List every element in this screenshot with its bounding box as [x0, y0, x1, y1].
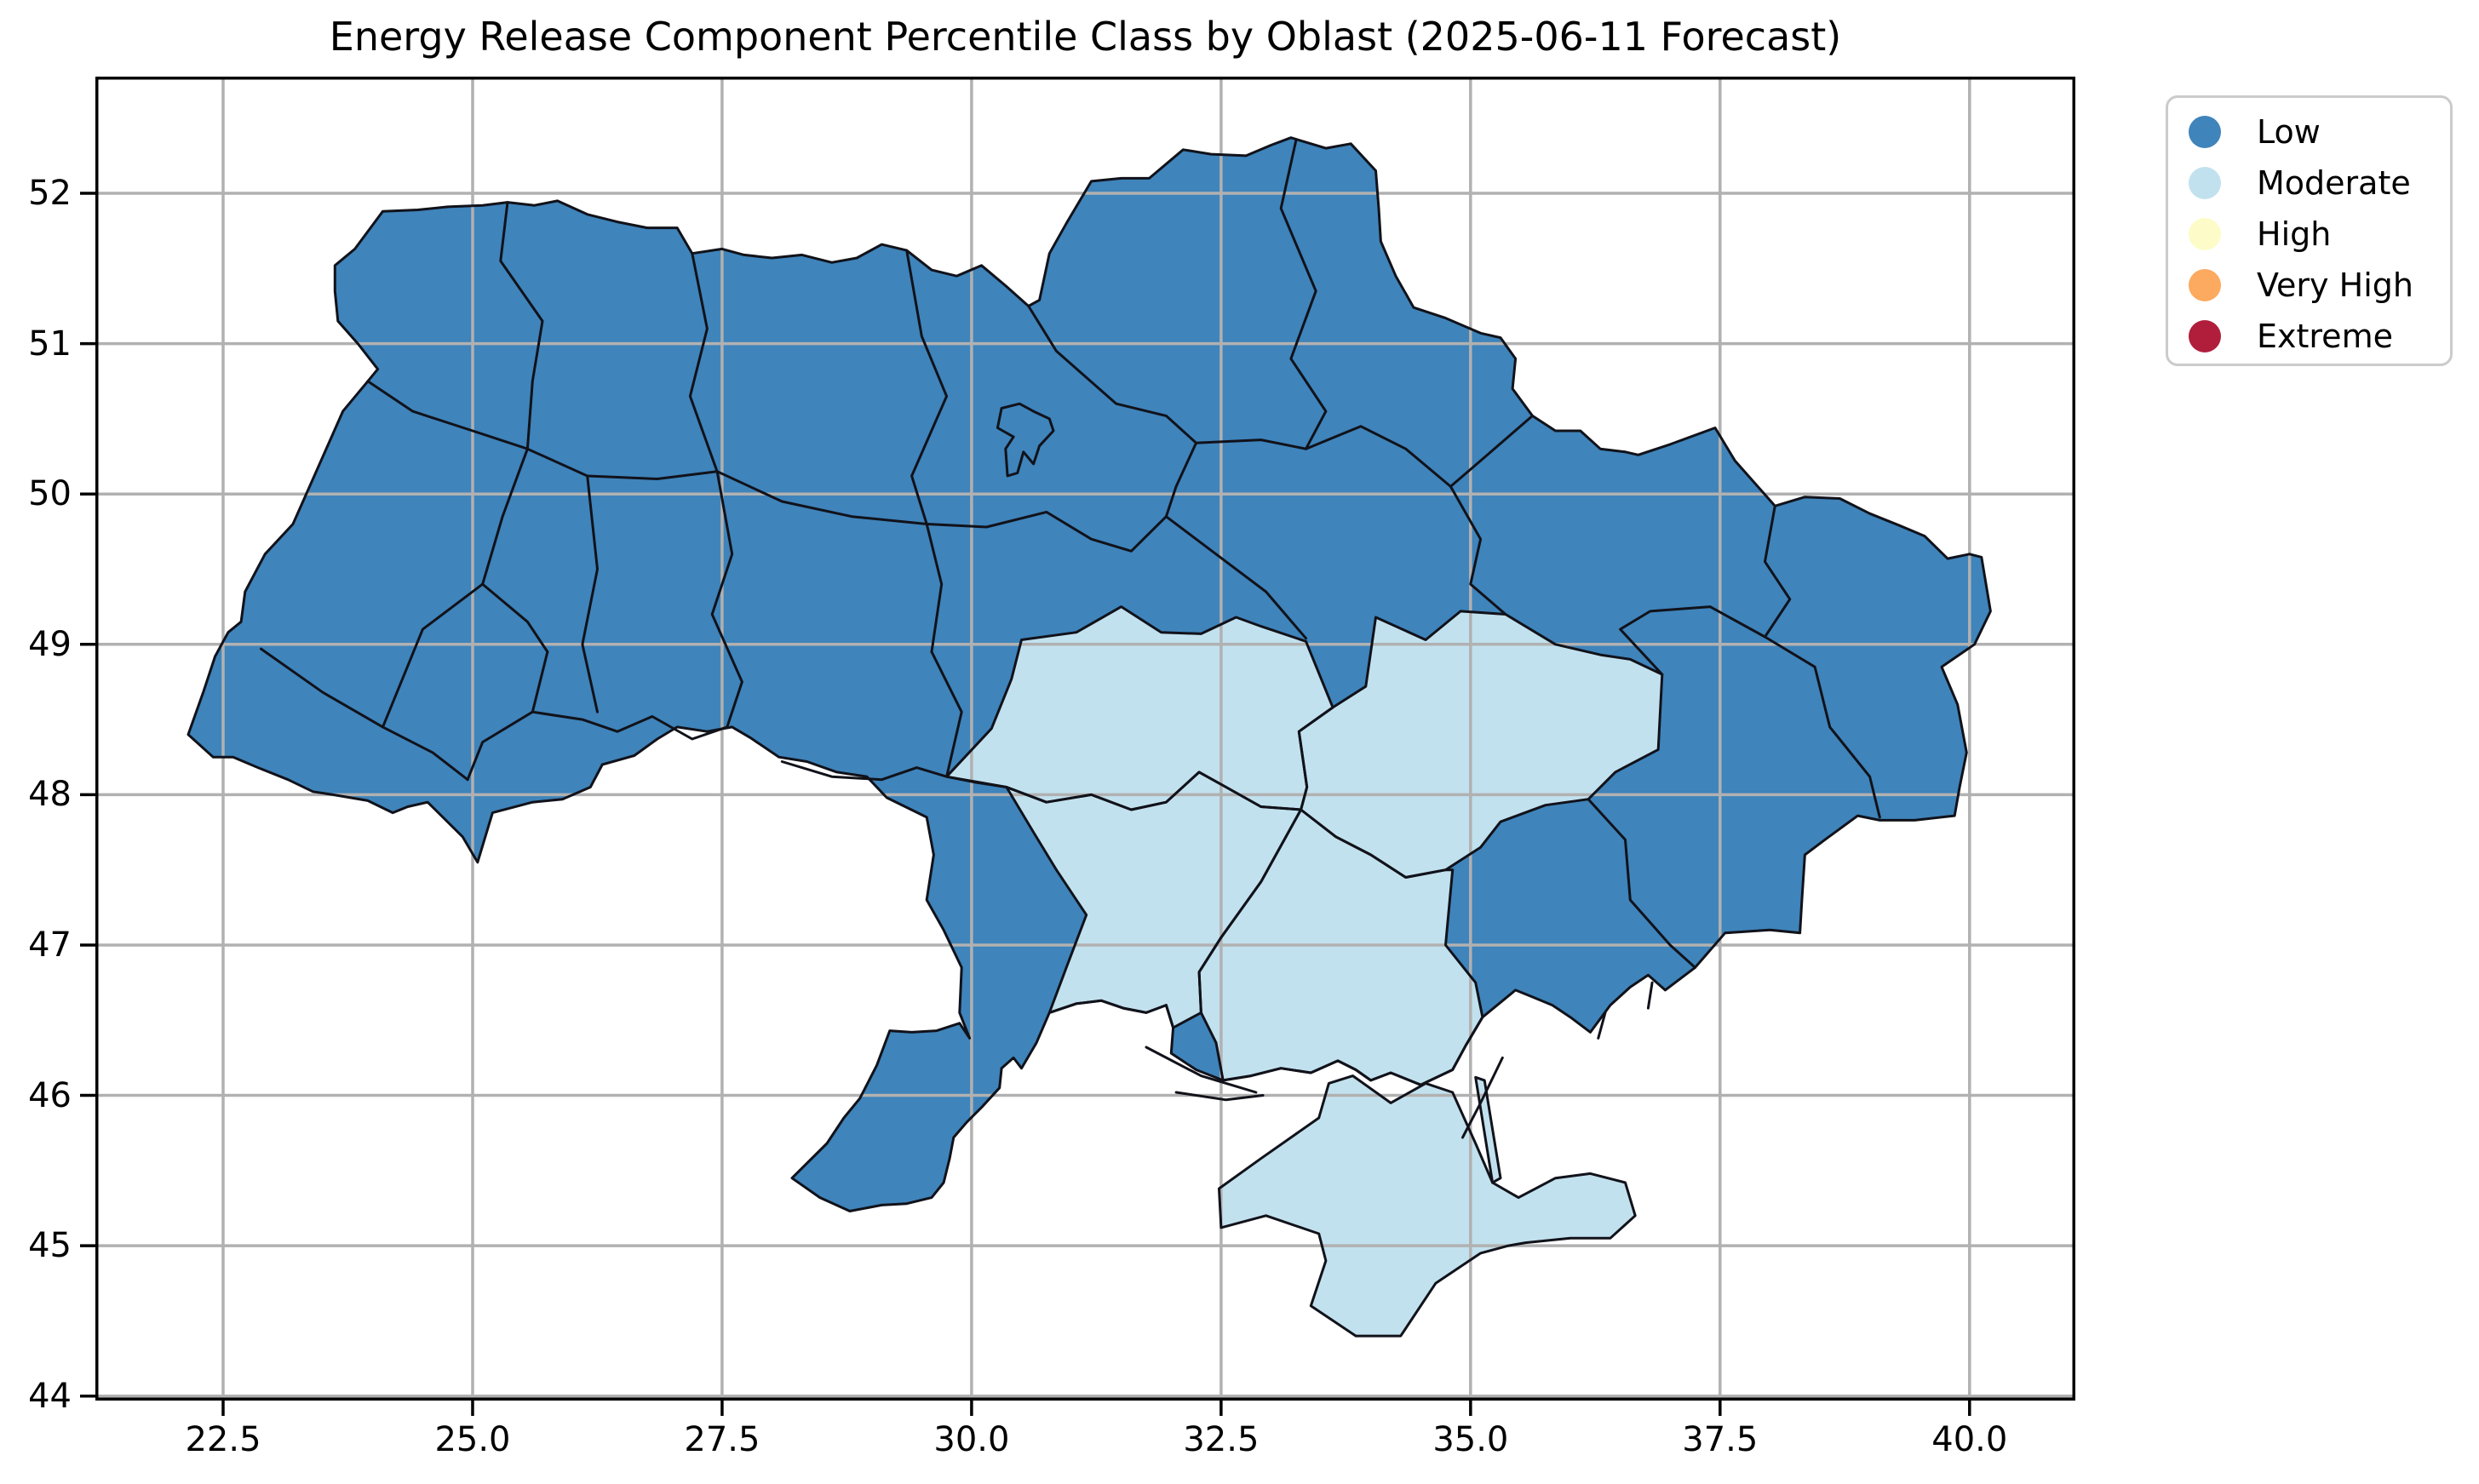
coastal-spit-3 [1646, 981, 1654, 1010]
y-tick-label-44: 44 [28, 1376, 72, 1416]
y-tick-label-47: 47 [28, 925, 72, 965]
legend-item-very-high: Very High [2189, 260, 2450, 311]
x-tick-label-22.5: 22.5 [185, 1420, 261, 1459]
oblast-border-1 [366, 380, 529, 450]
oblast-border-30 [1587, 798, 1696, 969]
oblast-border-13 [710, 470, 743, 729]
coastal-spit-0 [1145, 1046, 1258, 1094]
y-tick-label-50: 50 [28, 474, 72, 514]
oblast-border-22 [925, 523, 944, 654]
region-mykolaiv [1006, 771, 1301, 1028]
x-tick-label-35.0: 35.0 [1432, 1420, 1509, 1459]
oblast-border-16 [1279, 139, 1328, 450]
border-arabat-spit [1474, 1075, 1502, 1184]
chart-title: Energy Release Component Percentile Clas… [329, 14, 1842, 60]
legend-box: Low Moderate High Very High Extreme [2166, 95, 2453, 366]
oblast-border-23 [930, 650, 963, 778]
legend-label-high: High [2257, 215, 2332, 253]
oblast-border-0 [499, 201, 544, 450]
oblast-border-21 [1164, 515, 1307, 640]
oblast-border-8 [260, 647, 469, 782]
coastal-spit-4 [1597, 1011, 1607, 1040]
oblast-border-7 [382, 582, 485, 729]
oblast-border-19 [925, 510, 1168, 553]
oblast-border-24 [780, 760, 949, 782]
ukraine-choropleth-map [80, 77, 2075, 1416]
legend-item-extreme: Extreme [2189, 311, 2450, 362]
y-tick-label-46: 46 [28, 1075, 72, 1115]
legend-circle-marker-low [2189, 116, 2221, 148]
coastal-spit-2 [1461, 1056, 1504, 1139]
legend-circle-marker-very-high [2189, 269, 2221, 301]
y-tick-label-49: 49 [28, 624, 72, 664]
oblast-border-6 [481, 447, 529, 586]
region-dnipropetrovsk [1299, 610, 1662, 878]
x-tick-label-37.5: 37.5 [1682, 1420, 1759, 1459]
oblast-border-4 [905, 249, 949, 525]
legend-label-moderate: Moderate [2257, 164, 2411, 202]
y-tick-label-52: 52 [28, 174, 72, 214]
legend-item-moderate: Moderate [2189, 158, 2450, 209]
oblast-border-27 [1764, 504, 1792, 639]
y-tick-label-51: 51 [28, 324, 72, 364]
legend-circle-marker-moderate [2189, 167, 2221, 199]
legend-item-low: Low [2189, 106, 2450, 158]
oblast-border-10 [481, 582, 549, 654]
plot-frame [95, 77, 2075, 1401]
x-tick-label-27.5: 27.5 [684, 1420, 760, 1459]
legend-circle-marker-extreme [2189, 320, 2221, 352]
oblast-border-20 [1164, 441, 1198, 519]
oblast-border-25 [945, 775, 1008, 788]
oblast-border-2 [688, 252, 719, 473]
plot-area [80, 77, 2075, 1416]
y-tick-label-48: 48 [28, 775, 72, 815]
region-kyiv-city [997, 404, 1053, 476]
oblast-border-5 [715, 470, 928, 525]
region-kherson [1199, 810, 1483, 1086]
legend-item-high: High [2189, 209, 2450, 260]
oblast-border-9 [581, 474, 599, 713]
oblast-border-26 [1449, 484, 1507, 616]
region-arabat-spit [1475, 1077, 1501, 1183]
x-tick-label-25.0: 25.0 [434, 1420, 511, 1459]
border-kherson [1197, 808, 1484, 1086]
legend-label-low: Low [2257, 113, 2321, 151]
oblast-border-29 [1764, 635, 1881, 819]
oblast-border-14 [1027, 305, 1198, 444]
x-tick-label-40.0: 40.0 [1931, 1420, 2008, 1459]
oblast-border-18 [1449, 414, 1534, 488]
oblast-border-11 [466, 650, 549, 782]
coastal-spit-1 [1174, 1091, 1265, 1102]
oblast-border-15 [1195, 438, 1307, 450]
legend-label-extreme: Extreme [2257, 318, 2393, 355]
y-tick-label-45: 45 [28, 1226, 72, 1266]
border-kyiv-city [996, 402, 1055, 478]
x-tick-label-30.0: 30.0 [933, 1420, 1010, 1459]
legend-label-very-high: Very High [2257, 266, 2413, 304]
legend-circle-marker-high [2189, 218, 2221, 250]
region-kirovohrad [946, 606, 1334, 810]
oblast-border-28 [1619, 605, 1766, 676]
oblast-border-17 [1305, 425, 1452, 488]
x-tick-label-32.5: 32.5 [1183, 1420, 1260, 1459]
oblast-border-12 [531, 710, 729, 741]
oblast-border-3 [525, 447, 719, 480]
